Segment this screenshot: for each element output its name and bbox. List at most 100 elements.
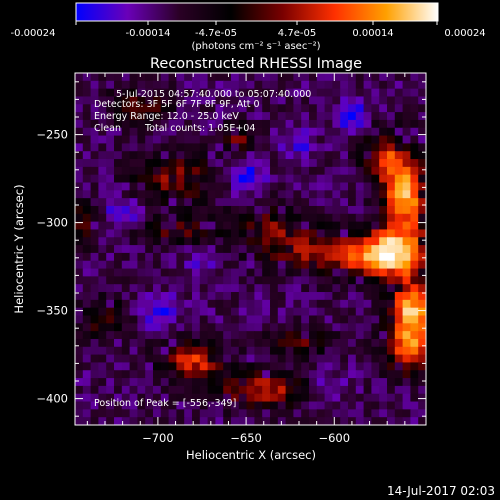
- heatmap-cell: [82, 346, 92, 356]
- heatmap-cell: [137, 346, 146, 356]
- heatmap-cell: [199, 323, 209, 332]
- heatmap-cell: [223, 112, 232, 121]
- heatmap-cell: [75, 245, 84, 254]
- heatmap-cell: [246, 112, 255, 121]
- heatmap-cell: [246, 338, 255, 348]
- heatmap-cell: [332, 112, 341, 121]
- heatmap-cell: [332, 213, 341, 223]
- heatmap-cell: [82, 159, 92, 168]
- heatmap-cell: [129, 127, 138, 137]
- heatmap-cell: [316, 229, 326, 238]
- heatmap-cell: [355, 292, 365, 301]
- heatmap-cell: [324, 104, 333, 113]
- heatmap-cell: [192, 338, 201, 348]
- heatmap-cell: [387, 346, 396, 356]
- heatmap-cell: [340, 323, 349, 332]
- heatmap-cell: [363, 409, 372, 418]
- heatmap-cell: [90, 378, 99, 387]
- heatmap-cell: [348, 229, 357, 238]
- heatmap-cell: [340, 409, 349, 418]
- heatmap-cell: [137, 221, 146, 231]
- heatmap-cell: [348, 96, 357, 105]
- heatmap-cell: [379, 370, 388, 379]
- heatmap-cell: [192, 73, 201, 82]
- heatmap-cell: [153, 237, 162, 246]
- heatmap-cell: [168, 354, 177, 364]
- heatmap-cell: [418, 354, 426, 364]
- heatmap-cell: [207, 292, 216, 301]
- heatmap-cell: [176, 205, 185, 215]
- heatmap-cell: [394, 276, 404, 285]
- heatmap-cell: [379, 229, 388, 238]
- heatmap-cell: [387, 315, 396, 324]
- heatmap-cell: [176, 362, 185, 371]
- heatmap-cell: [270, 346, 279, 356]
- heatmap-cell: [355, 190, 365, 199]
- heatmap-cell: [316, 315, 326, 324]
- heatmap-cell: [394, 354, 404, 364]
- heatmap-cell: [340, 135, 349, 144]
- heatmap-cell: [293, 166, 302, 176]
- heatmap-cell: [176, 299, 185, 309]
- heatmap-cell: [410, 112, 419, 121]
- heatmap-cell: [324, 190, 333, 199]
- heatmap-cell: [246, 205, 255, 215]
- heatmap-cell: [285, 80, 294, 90]
- heatmap-cell: [223, 393, 232, 403]
- heatmap-cell: [145, 182, 154, 191]
- heatmap-cell: [387, 338, 396, 348]
- heatmap-cell: [332, 276, 341, 285]
- heatmap-cell: [137, 96, 146, 105]
- heatmap-cell: [98, 292, 107, 301]
- heatmap-cell: [129, 166, 138, 176]
- heatmap-cell: [160, 237, 170, 246]
- heatmap-cell: [207, 245, 216, 254]
- heatmap-cell: [324, 299, 333, 309]
- heatmap-cell: [293, 401, 302, 410]
- colorbar-ticks: [75, 21, 438, 25]
- heatmap-cell: [309, 331, 318, 340]
- heatmap-cell: [129, 401, 138, 410]
- heatmap-cell: [160, 252, 170, 262]
- heatmap-cell: [168, 338, 177, 348]
- heatmap-cell: [316, 260, 326, 270]
- heatmap-cell: [207, 159, 216, 168]
- heatmap-cell: [238, 338, 248, 348]
- heatmap-cell: [160, 221, 170, 231]
- x-tick-label-1: −650: [230, 431, 262, 445]
- heatmap-cell: [363, 299, 372, 309]
- heatmap-cell: [82, 135, 92, 144]
- heatmap-cell: [223, 166, 232, 176]
- heatmap-cell: [379, 112, 388, 121]
- heatmap-cell: [363, 229, 372, 238]
- heatmap-cell: [418, 331, 426, 340]
- heatmap-cell: [192, 385, 201, 395]
- heatmap-cell: [129, 284, 138, 293]
- heatmap-cell: [418, 205, 426, 215]
- heatmap-cell: [176, 268, 185, 277]
- heatmap-cell: [192, 159, 201, 168]
- heatmap-cell: [285, 96, 294, 105]
- heatmap-cell: [332, 307, 341, 317]
- heatmap-cell: [371, 370, 380, 379]
- heatmap-cell: [379, 299, 388, 309]
- heatmap-cell: [223, 143, 232, 152]
- heatmap-cell: [371, 385, 380, 395]
- heatmap-cell: [394, 221, 404, 231]
- heatmap-cell: [316, 268, 326, 277]
- heatmap-cell: [379, 401, 388, 410]
- heatmap-cell: [153, 276, 162, 285]
- heatmap-cell: [270, 151, 279, 160]
- colorbar-gradient: [75, 2, 439, 22]
- heatmap-cell: [293, 292, 302, 301]
- heatmap-cell: [223, 378, 232, 387]
- heatmap-cell: [160, 346, 170, 356]
- heatmap-cell: [254, 174, 263, 184]
- heatmap-cell: [199, 88, 209, 98]
- heatmap-cell: [106, 299, 115, 309]
- heatmap-cell: [402, 127, 411, 137]
- heatmap-cell: [363, 370, 372, 379]
- heatmap-cell: [176, 88, 185, 98]
- heatmap-cell: [207, 409, 216, 418]
- heatmap-cell: [348, 73, 357, 82]
